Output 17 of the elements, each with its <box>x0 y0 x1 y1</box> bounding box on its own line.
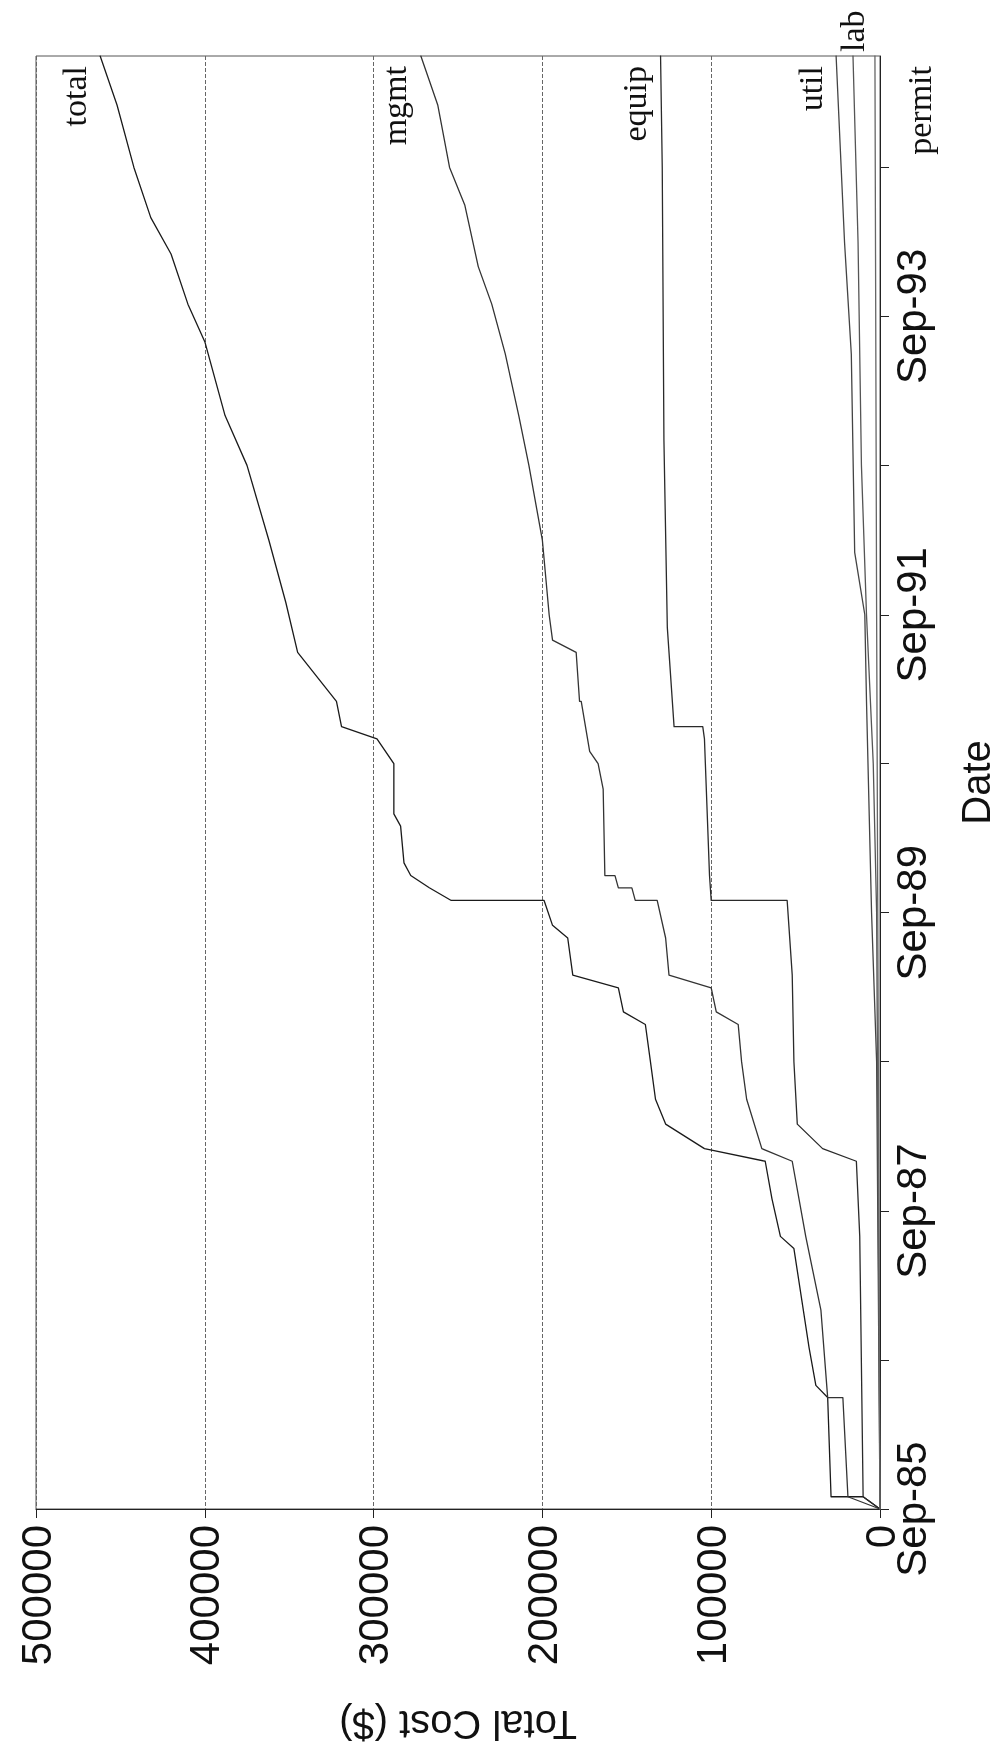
x-tick-label: 200000 <box>518 1525 566 1666</box>
text: permit <box>901 65 939 155</box>
text: total <box>55 66 93 127</box>
y-axis-title: Date <box>954 740 998 825</box>
y-tick-label: Sep-93 <box>887 248 935 385</box>
text: lab <box>834 10 872 52</box>
y-tick-label: Sep-89 <box>887 844 935 981</box>
text: util <box>791 66 829 112</box>
x-tick-label: 500000 <box>12 1525 60 1666</box>
x-tick-label: 400000 <box>181 1525 229 1666</box>
text: equip <box>616 66 654 142</box>
x-axis-title: Total Cost ($) <box>339 1703 577 1747</box>
y-tick-label: Sep-87 <box>887 1143 935 1279</box>
x-tick-label: 300000 <box>350 1525 398 1666</box>
x-tick-label: 100000 <box>687 1525 735 1666</box>
y-tick-label: Sep-91 <box>887 547 935 683</box>
text: mgmt <box>376 65 414 146</box>
